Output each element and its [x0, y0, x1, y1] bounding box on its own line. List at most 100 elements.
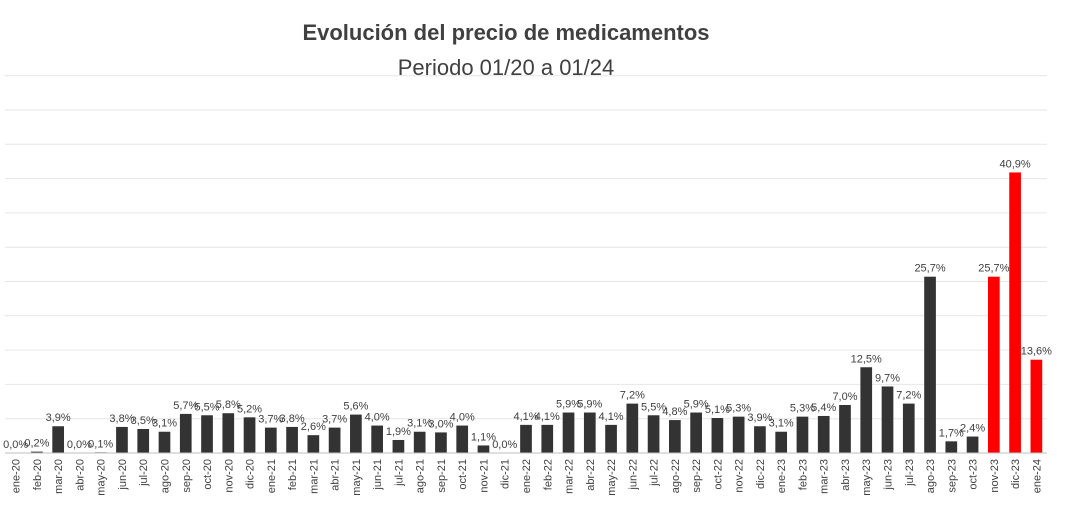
- data-label-abr-22: 5,9%: [577, 399, 602, 411]
- data-label-ago-23: 25,7%: [914, 263, 945, 275]
- data-label-dic-22: 3,9%: [747, 412, 772, 424]
- x-tick-label-abr-23: abr-23: [840, 459, 852, 491]
- x-tick-label-oct-20: oct-20: [202, 459, 214, 490]
- x-tick-label-jun-21: jun-21: [372, 459, 384, 491]
- bar-ago-22: [669, 420, 681, 453]
- bar-may-22: [605, 424, 617, 453]
- data-label-nov-22: 5,3%: [726, 403, 751, 415]
- bar-ene-24: [1030, 359, 1043, 453]
- bar-may-21: [350, 414, 362, 453]
- data-label-ene-21: 3,7%: [258, 414, 283, 426]
- bar-sep-20: [179, 413, 192, 453]
- data-label-feb-20: 0,2%: [24, 438, 49, 450]
- data-label-ago-20: 3,1%: [152, 418, 177, 430]
- bar-nov-21: [477, 445, 490, 453]
- x-tick-labels: ene-20 feb-20 mar-20 abr-20 may-20 jun-20 jul-…: [11, 459, 1044, 496]
- x-tick-label-ene-23: ene-23: [776, 459, 788, 493]
- x-tick-label-feb-20: feb-20: [32, 459, 44, 490]
- data-label-ene-22: 4,1%: [513, 411, 538, 423]
- x-tick-label-mar-20: mar-20: [53, 459, 65, 494]
- data-label-abr-23: 7,0%: [832, 391, 857, 403]
- x-tick-label-ago-22: ago-22: [670, 459, 682, 493]
- x-tick-label-ene-21: ene-21: [266, 459, 278, 493]
- x-tick-label-feb-23: feb-23: [797, 459, 809, 490]
- bar-ago-23: [924, 276, 936, 453]
- bar-mar-20: [52, 426, 65, 453]
- data-label-mar-21: 2,6%: [301, 421, 326, 433]
- data-label-ago-22: 4,8%: [662, 406, 687, 418]
- bar-jul-23: [902, 403, 915, 453]
- x-tick-label-jul-21: jul-21: [393, 459, 405, 487]
- data-label-dic-20: 5,2%: [237, 403, 262, 415]
- x-tick-label-nov-23: nov-23: [989, 459, 1001, 493]
- bar-sep-22: [690, 412, 702, 453]
- x-tick-label-ago-20: ago-20: [159, 459, 171, 493]
- x-tick-label-may-21: may-21: [351, 459, 363, 496]
- data-label-nov-20: 5,8%: [216, 399, 241, 411]
- bar-sep-21: [435, 432, 447, 453]
- data-label-feb-23: 5,3%: [790, 403, 815, 415]
- data-label-sep-22: 5,9%: [684, 399, 709, 411]
- data-label-jul-20: 3,5%: [131, 415, 156, 427]
- bar-abr-23: [839, 404, 851, 453]
- data-label-jun-23: 9,7%: [875, 372, 900, 384]
- bar-jul-20: [137, 428, 150, 453]
- data-label-mar-20: 3,9%: [46, 412, 71, 424]
- data-label-ago-21: 3,1%: [407, 418, 432, 430]
- x-tick-label-feb-21: feb-21: [287, 459, 299, 490]
- bar-ago-21: [413, 431, 426, 453]
- x-tick-label-may-23: may-23: [861, 459, 873, 496]
- x-tick-label-dic-22: dic-22: [755, 459, 767, 489]
- bar-jul-21: [392, 439, 405, 453]
- x-tick-label-nov-20: nov-20: [223, 459, 235, 493]
- x-tick-label-jul-22: jul-22: [649, 459, 661, 487]
- data-label-feb-22: 4,1%: [535, 411, 560, 423]
- data-label-jun-20: 3,8%: [109, 413, 134, 425]
- x-tick-label-sep-21: sep-21: [436, 459, 448, 493]
- x-tick-label-sep-23: sep-23: [946, 459, 958, 493]
- data-label-ene-20: 0,0%: [3, 439, 28, 451]
- bar-may-23: [860, 367, 873, 453]
- gridlines: [5, 75, 1047, 420]
- x-tick-label-jul-20: jul-20: [138, 459, 150, 487]
- x-tick-label-oct-21: oct-21: [457, 459, 469, 490]
- x-tick-label-jun-20: jun-20: [117, 459, 129, 491]
- data-label-may-22: 4,1%: [599, 411, 624, 423]
- bars: [31, 172, 1043, 453]
- bar-ene-23: [775, 431, 788, 453]
- data-label-jul-21: 1,9%: [386, 426, 411, 438]
- bar-ago-20: [158, 431, 171, 453]
- bar-oct-20: [201, 415, 213, 453]
- data-label-abr-21: 3,7%: [322, 414, 347, 426]
- x-tick-label-sep-20: sep-20: [181, 459, 193, 493]
- bar-nov-20: [222, 413, 235, 453]
- bar-abr-21: [328, 427, 341, 453]
- bar-oct-22: [711, 418, 724, 453]
- data-label-may-20: 0,1%: [88, 438, 113, 450]
- x-tick-label-dic-21: dic-21: [500, 459, 512, 489]
- x-tick-label-mar-23: mar-23: [819, 459, 831, 494]
- bar-jun-23: [881, 386, 894, 453]
- data-label-mar-23: 5,4%: [811, 402, 836, 414]
- bar-feb-23: [796, 416, 809, 453]
- x-tick-label-oct-22: oct-22: [712, 459, 724, 490]
- x-tick-label-mar-21: mar-21: [308, 459, 320, 494]
- data-label-oct-23: 2,4%: [960, 423, 985, 435]
- data-label-oct-20: 5,5%: [194, 401, 219, 413]
- x-tick-label-nov-22: nov-22: [734, 459, 746, 493]
- data-label-sep-23: 1,7%: [939, 427, 964, 439]
- bar-abr-22: [583, 412, 596, 453]
- bar-feb-21: [286, 426, 298, 453]
- data-label-sep-20: 5,7%: [173, 400, 198, 412]
- data-labels: 0,0%0,2%3,9%0,0%0,1%3,8%3,5%3,1%5,7%5,5%…: [3, 158, 1052, 451]
- bar-sep-23: [945, 441, 958, 453]
- x-tick-label-abr-21: abr-21: [330, 459, 342, 491]
- data-label-ene-23: 3,1%: [769, 418, 794, 430]
- bar-ene-21: [264, 427, 277, 453]
- data-label-abr-20: 0,0%: [67, 439, 92, 451]
- x-tick-label-jul-23: jul-23: [904, 459, 916, 487]
- data-label-nov-23: 25,7%: [978, 263, 1009, 275]
- x-tick-label-ene-24: ene-24: [1031, 459, 1043, 493]
- data-label-ene-24: 13,6%: [1021, 346, 1052, 358]
- bar-oct-21: [456, 425, 469, 453]
